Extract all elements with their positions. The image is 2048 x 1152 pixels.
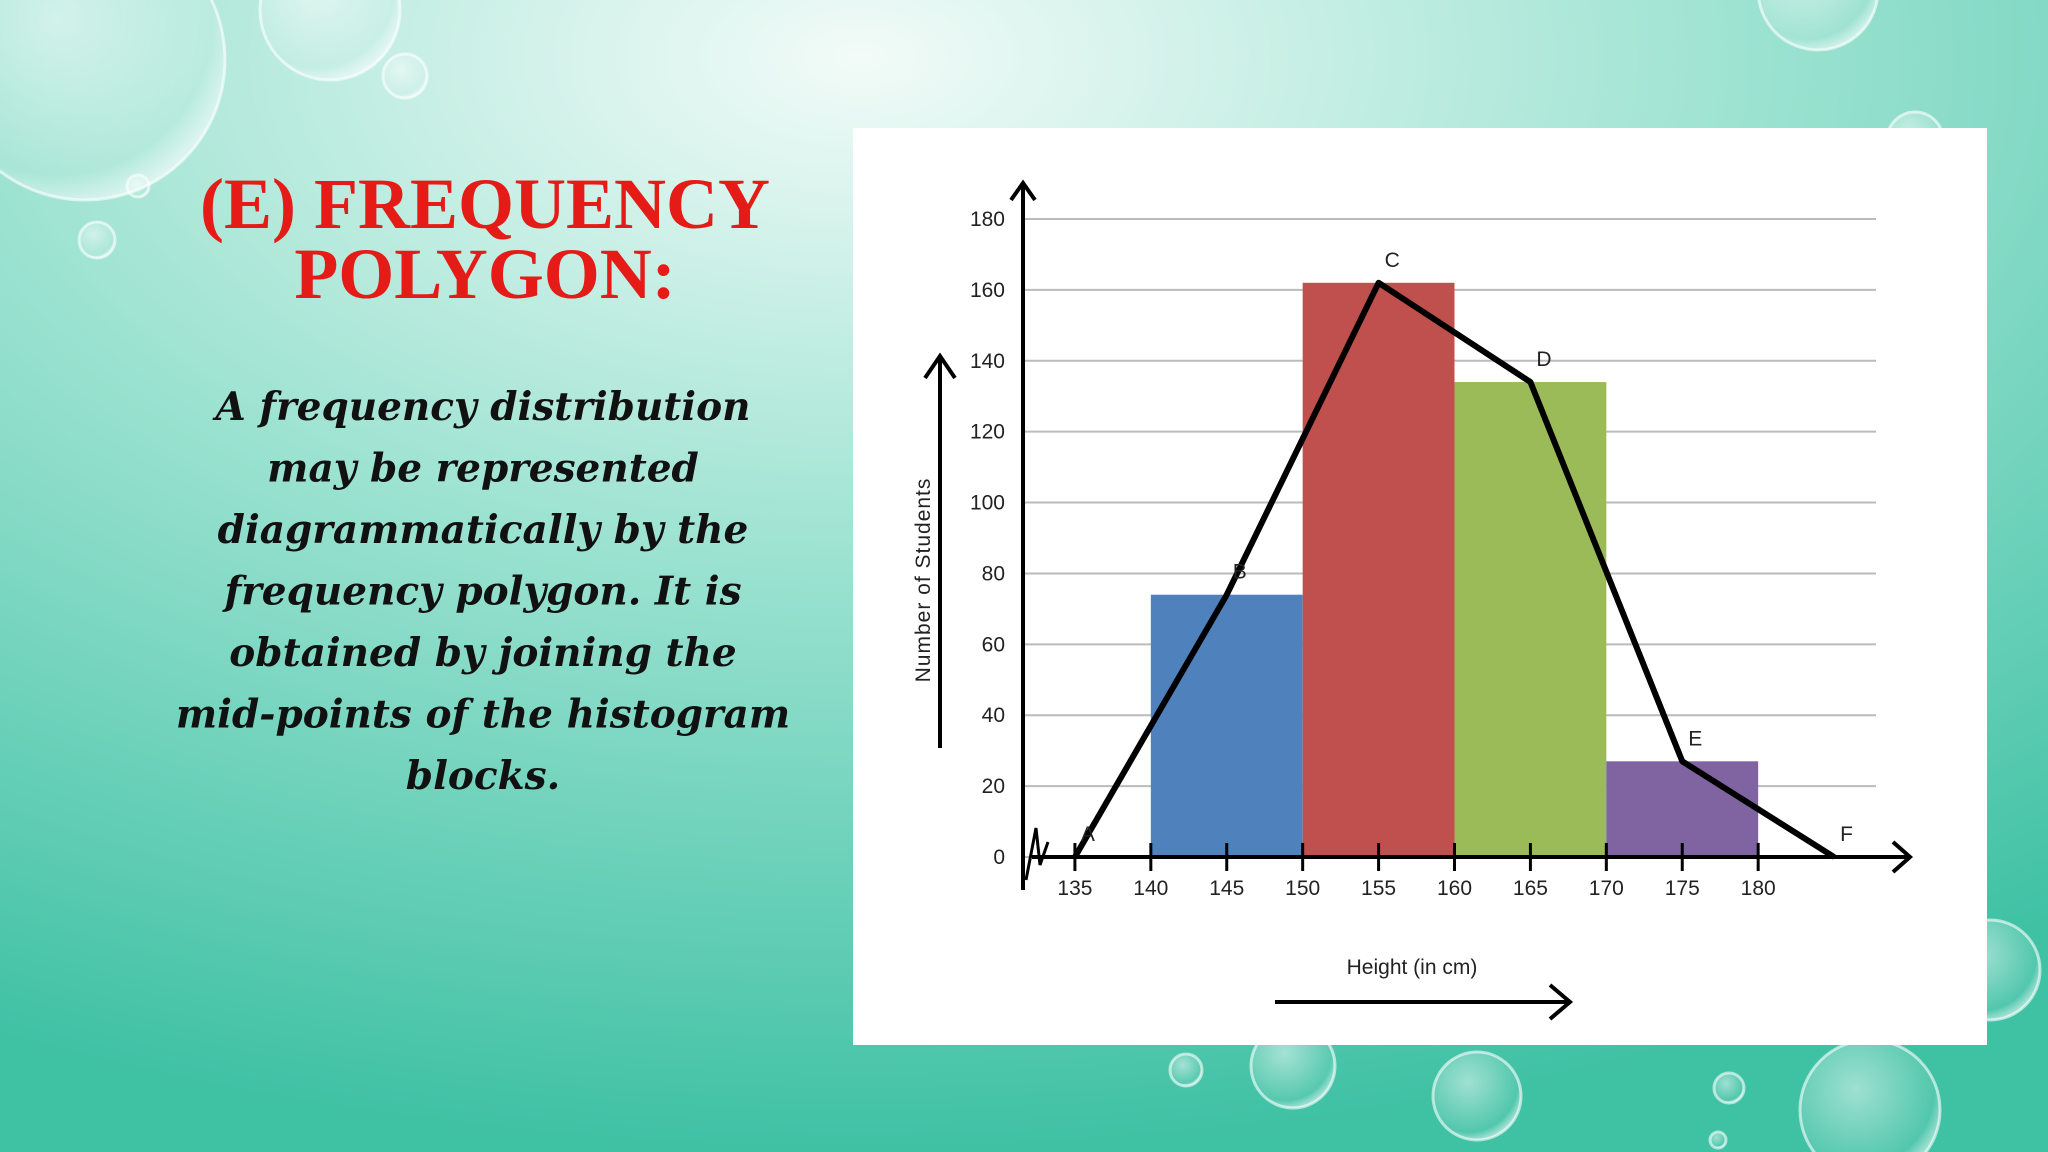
x-tick-label: 150 bbox=[1285, 877, 1320, 900]
bar bbox=[1150, 594, 1303, 857]
y-arrow bbox=[923, 352, 957, 748]
axis-break bbox=[1024, 827, 1050, 881]
body-text: diagrammatically by the bbox=[218, 507, 749, 553]
body-text: A frequency distribution bbox=[212, 384, 751, 430]
bar bbox=[1454, 382, 1607, 857]
point-label: B bbox=[1233, 561, 1247, 584]
x-tick-label: 180 bbox=[1741, 877, 1776, 900]
body-text: obtained by joining the bbox=[229, 630, 736, 676]
x-tick-label: 145 bbox=[1209, 877, 1244, 900]
bar bbox=[1302, 282, 1455, 857]
y-tick-label: 0 bbox=[993, 846, 1005, 869]
x-tick-label: 160 bbox=[1437, 877, 1472, 900]
point-label: E bbox=[1688, 727, 1702, 750]
body-text: mid-points of the histogram bbox=[176, 692, 790, 738]
x-tick-label: 155 bbox=[1361, 877, 1396, 900]
y-tick-label: 80 bbox=[982, 562, 1005, 585]
point-label: C bbox=[1385, 249, 1400, 272]
point-label: F bbox=[1840, 823, 1853, 846]
y-tick-label: 60 bbox=[982, 633, 1005, 656]
x-arrow bbox=[1275, 983, 1574, 1021]
y-tick-label: 100 bbox=[970, 492, 1005, 515]
point-label: D bbox=[1536, 348, 1551, 371]
x-tick-label: 135 bbox=[1057, 877, 1092, 900]
y-tick-label: 160 bbox=[970, 279, 1005, 302]
body-text: frequency polygon. It is bbox=[221, 569, 741, 615]
body-text: blocks. bbox=[406, 753, 560, 799]
y-tick-label: 40 bbox=[982, 704, 1005, 727]
x-tick-label: 140 bbox=[1133, 877, 1168, 900]
y-tick-label: 180 bbox=[970, 208, 1005, 231]
y-tick-label: 20 bbox=[982, 775, 1005, 798]
x-tick-label: 165 bbox=[1513, 877, 1548, 900]
y-tick-label: 120 bbox=[970, 421, 1005, 444]
x-tick-label: 175 bbox=[1665, 877, 1700, 900]
frequency-polygon bbox=[1072, 279, 1836, 860]
x-tick-label: 170 bbox=[1589, 877, 1624, 900]
body-text: may be represented bbox=[267, 446, 699, 492]
slide-title: POLYGON: bbox=[294, 234, 675, 314]
x-axis bbox=[1032, 840, 1914, 874]
y-axis-title: Number of Students bbox=[912, 478, 935, 683]
bar bbox=[1606, 761, 1759, 857]
x-axis-title: Height (in cm) bbox=[1347, 956, 1478, 979]
slide-title: (E) FREQUENCY bbox=[200, 164, 770, 244]
y-axis bbox=[1009, 179, 1037, 890]
chart: 0 20 40 60 80 100 120 140 160 180 135 140 145 150 155 1… bbox=[912, 179, 1914, 1021]
y-tick-label: 140 bbox=[970, 350, 1005, 373]
point-label: A bbox=[1081, 823, 1095, 846]
